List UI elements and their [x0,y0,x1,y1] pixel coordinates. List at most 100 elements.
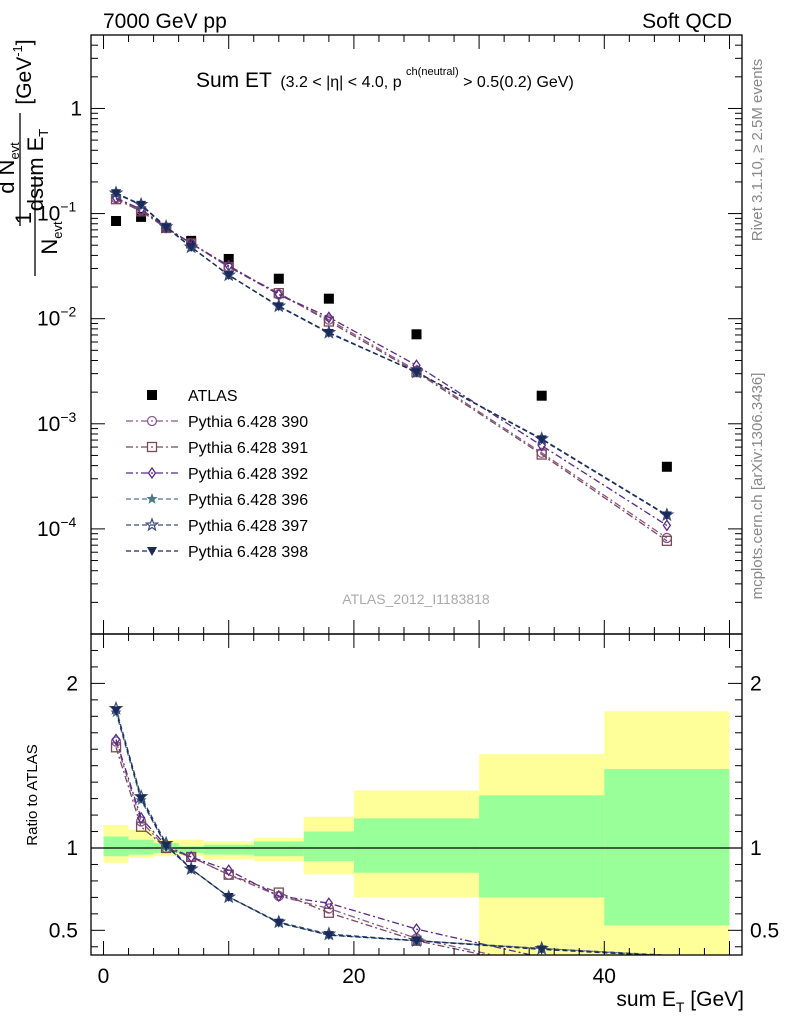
bottom-y-axis-label: Ratio to ATLAS [24,744,41,845]
x-tick-label: 20 [342,965,365,988]
data-point-marker [537,439,546,452]
legend-item: Pythia 6.428 390 [126,414,308,431]
band-inner-bin [103,836,129,857]
data-point-marker [536,945,547,955]
data-point-marker [186,243,197,253]
data-point-marker [136,200,147,210]
data-point-marker [661,461,672,472]
data-point-marker [224,864,234,877]
data-point-marker [111,189,122,199]
data-point-marker [144,517,160,532]
top-y-axis-label: 1 Nevt d Nevt dsum ET [GeV-1] [0,39,65,276]
legend-label: ATLAS [188,388,238,405]
data-point-marker [324,897,334,910]
ratio-line [115,739,535,955]
plot-title-sup: ch(neutral) [406,66,459,78]
analysis-watermark: ATLAS_2012_I1183818 [342,591,490,607]
data-point-marker [323,293,334,304]
data-point-marker [411,936,422,946]
series-line [115,197,668,526]
legend: ATLAS Pythia 6.428 390 Pythia 6.428 391 Pyt… [126,388,308,561]
top-y-tick-label: 10−2 [37,304,77,331]
plot-title-main: Sum ET [196,69,272,92]
bottom-y-tick-label: 2 [66,672,78,695]
data-point-marker [110,736,122,747]
data-point-marker [273,918,284,928]
data-point-marker [324,311,334,324]
data-point-marker [161,223,172,233]
data-point-marker [274,889,284,903]
data-point-marker [411,368,422,378]
legend-item: Pythia 6.428 392 [126,466,308,483]
data-point-marker [661,511,672,521]
legend-item: Pythia 6.428 391 [126,440,308,457]
band-inner-bin [604,768,730,926]
data-point-marker [111,215,122,226]
plot-title-tail: > 0.5(0.2) GeV) [463,74,574,91]
top-y-tick-label: 10−4 [37,514,77,541]
legend-label: Pythia 6.428 396 [188,492,308,509]
band-inner-bin [253,841,304,857]
bottom-y-tick-label: 1 [66,837,78,860]
top-y-tick-label: 1 [70,97,82,120]
data-point-marker [147,547,157,556]
legend-label: Pythia 6.428 398 [188,544,308,561]
series-line [115,198,668,542]
x-axis-label: sum ET [GeV] [616,988,744,1015]
band-inner-bin [203,844,254,855]
series-line [115,197,668,539]
data-point-marker [146,493,158,504]
band-inner-bin [479,795,605,898]
legend-label: Pythia 6.428 392 [188,466,308,483]
data-point-marker [273,302,284,312]
axes-group: 0 20 40 1 10−1 10−2 10−3 10−4 0.5 0.5 1 1 2 2 [37,34,779,988]
data-point-marker [536,390,547,401]
band-inner-bin [353,818,480,873]
data-point-marker [111,733,121,746]
data-point-marker [110,742,122,753]
data-point-marker [411,329,422,340]
legend-item: ATLAS [147,388,238,405]
header-right-label: Soft QCD [642,10,732,33]
top-ylabel-one: 1 [11,212,36,224]
data-point-marker [186,864,197,874]
data-point-marker [536,435,547,445]
bottom-y-tick-label-right: 2 [750,672,762,695]
top-y-tick-label: 10−1 [37,199,77,226]
data-point-marker [323,931,334,941]
band-inner-bin [303,831,354,862]
ratio-uncertainty-bands [91,711,742,955]
data-point-marker [147,390,157,400]
band-inner-bin [128,839,154,855]
data-point-marker [662,519,672,532]
data-point-marker [223,271,234,281]
data-point-marker [146,415,158,427]
data-point-marker [111,706,122,716]
plot-title-cond: (3.2 < |η| < 4.0, p [280,74,401,91]
bottom-y-tick-label: 0.5 [49,919,78,942]
band-inner-bin [178,846,204,853]
data-point-marker [136,811,146,825]
plot-title: Sum ET (3.2 < |η| < 4.0, p ch(neutral) >… [196,62,574,92]
legend-item: Pythia 6.428 398 [126,544,308,561]
top-y-tick-label: 10−3 [37,409,77,436]
data-point-marker [136,794,147,804]
top-ylabel-num: d Nevt [0,142,22,194]
top-ylabel-unit: [GeV-1] [10,39,36,104]
data-point-marker [661,535,673,546]
top-ylabel-norm: Nevt [37,221,65,255]
data-point-marker [146,441,158,453]
series-line [115,192,668,517]
x-tick-label: 0 [98,965,110,988]
header-left-label: 7000 GeV pp [103,10,227,33]
legend-item: Pythia 6.428 396 [126,492,308,509]
bottom-panel-frame [90,633,743,956]
data-point-marker [136,211,147,222]
bottom-y-tick-label-right: 1 [750,837,762,860]
data-point-marker [273,273,284,284]
data-point-marker [147,466,157,480]
top-ylabel-den: dsum ET [23,129,51,212]
legend-item: Pythia 6.428 397 [126,517,308,535]
x-tick-label: 40 [593,965,616,988]
